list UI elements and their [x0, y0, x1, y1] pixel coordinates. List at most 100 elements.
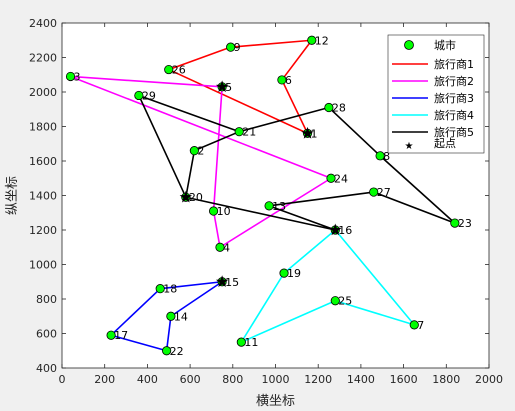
legend-route-label-4: 旅行商4	[434, 108, 474, 122]
legend-city-label: 城市	[434, 38, 456, 52]
x-tick-label: 800	[222, 373, 243, 386]
city-marker-22	[162, 346, 172, 356]
city-label-6: 6	[285, 74, 292, 87]
legend-box	[387, 34, 485, 154]
axis-ticks: 0 200 400 600 800 1000 1200 1400 1600 1800 2000400…	[29, 17, 503, 386]
city-marker-4	[215, 242, 225, 252]
y-tick-label: 1400	[29, 190, 57, 203]
start-star-15	[215, 275, 229, 288]
x-tick-label: 0	[59, 373, 66, 386]
city-marker-14	[166, 311, 176, 321]
city-marker-6	[277, 75, 287, 85]
legend-route-label-3: 旅行商3	[434, 91, 474, 105]
city-label-4: 4	[223, 241, 230, 254]
city-label-21: 21	[242, 126, 256, 139]
route-line-4	[240, 229, 416, 343]
legend-route-label-5: 旅行商5	[434, 125, 474, 139]
city-label-24: 24	[334, 172, 348, 185]
route-line-2	[69, 75, 332, 249]
legend: 城市 旅行商1 旅行商2 旅行商3 旅行商4 旅行商5 ★ 起点	[387, 34, 485, 154]
city-marker-29	[134, 90, 144, 101]
city-marker-27	[369, 187, 379, 197]
city-marker-8	[375, 151, 385, 161]
x-tick-label: 1000	[262, 373, 290, 386]
city-label-26: 26	[172, 64, 186, 77]
x-tick-label: 2000	[475, 373, 503, 386]
city-label-20: 20	[189, 191, 203, 204]
legend-routes: 旅行商1 旅行商2 旅行商3 旅行商4 旅行商5	[392, 57, 474, 139]
city-marker-24	[326, 173, 336, 183]
legend-route-label-2: 旅行商2	[434, 74, 474, 88]
start-star-1	[301, 126, 314, 139]
city-label-16: 16	[338, 224, 352, 237]
route-line-1	[167, 39, 313, 135]
city-label-8: 8	[383, 150, 390, 163]
x-tick-label: 1800	[432, 373, 460, 386]
y-tick-label: 2000	[29, 86, 57, 99]
city-marker-13	[264, 201, 274, 211]
y-tick-label: 1800	[29, 121, 57, 134]
legend-route-label-1: 旅行商1	[434, 57, 474, 71]
x-tick-label: 1400	[347, 373, 375, 386]
city-label-13: 13	[272, 200, 286, 213]
y-tick-label: 800	[36, 293, 57, 306]
city-marker-10	[208, 206, 219, 216]
city-label-29: 29	[142, 89, 156, 102]
legend-start-label: 起点	[434, 137, 456, 150]
city-marker-19	[279, 268, 289, 278]
city-marker-28	[324, 102, 334, 113]
route-line-3	[110, 280, 223, 352]
city-marker-9	[226, 42, 236, 52]
city-marker-26	[164, 64, 174, 75]
city-marker-23	[450, 218, 460, 228]
x-axis-title: 横坐标	[256, 394, 295, 409]
y-tick-label: 1000	[29, 259, 57, 272]
route-layer	[69, 39, 456, 352]
city-label-10: 10	[217, 205, 231, 218]
y-axis-title: 纵坐标	[5, 176, 20, 215]
city-label-23: 23	[458, 217, 472, 230]
city-labels: 1234567891011121314151617181920212223242…	[74, 34, 472, 358]
city-label-2: 2	[197, 145, 204, 158]
x-tick-label: 1200	[304, 373, 332, 386]
city-marker-18	[155, 284, 165, 294]
start-star-16	[329, 223, 342, 236]
city-label-17: 17	[114, 329, 128, 342]
city-label-11: 11	[244, 336, 258, 349]
city-label-5: 5	[225, 81, 232, 94]
city-label-3: 3	[74, 70, 81, 83]
city-label-15: 15	[225, 276, 239, 289]
x-tick-label: 1600	[390, 373, 418, 386]
y-tick-label: 400	[36, 362, 57, 375]
y-tick-label: 1600	[29, 155, 57, 168]
city-marker-3	[65, 71, 76, 82]
y-tick-label: 600	[36, 328, 57, 341]
city-label-18: 18	[163, 283, 177, 296]
city-label-25: 25	[338, 295, 352, 308]
x-tick-label: 200	[94, 373, 115, 386]
city-marker-7	[409, 320, 419, 330]
x-tick-label: 400	[137, 373, 158, 386]
y-tick-label: 2200	[29, 52, 57, 65]
city-label-27: 27	[377, 186, 391, 199]
city-marker-21	[234, 127, 244, 137]
legend-start-marker: ★	[405, 141, 414, 152]
city-label-22: 22	[170, 345, 184, 358]
city-label-28: 28	[332, 102, 346, 115]
y-tick-label: 2400	[29, 17, 57, 30]
city-label-19: 19	[287, 267, 301, 280]
y-tick-label: 1200	[29, 224, 57, 237]
city-marker-2	[189, 146, 199, 156]
city-markers	[65, 35, 460, 356]
city-label-14: 14	[174, 310, 188, 323]
city-label-1: 1	[311, 127, 318, 140]
start-star-20	[179, 190, 193, 203]
legend-city-marker	[404, 40, 414, 50]
city-label-12: 12	[315, 34, 329, 47]
city-marker-12	[307, 35, 317, 45]
start-star-5	[215, 80, 229, 93]
city-marker-17	[106, 330, 116, 340]
city-marker-25	[330, 296, 340, 306]
x-tick-label: 600	[180, 373, 201, 386]
